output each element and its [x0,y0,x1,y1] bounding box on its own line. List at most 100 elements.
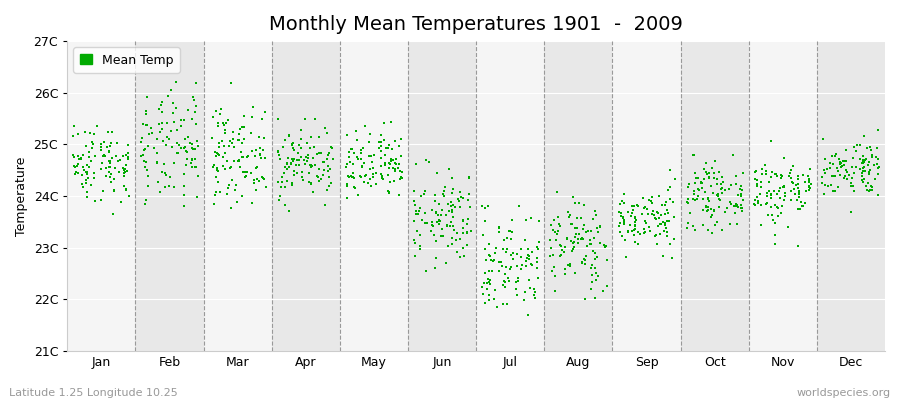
Point [105,129,120,136]
Point [282,164,296,170]
Point [617,191,632,197]
Point [301,155,315,161]
Point [621,209,635,216]
Point [215,162,230,169]
Point [844,174,859,181]
Point [232,164,247,170]
Point [75,172,89,178]
Point [777,155,791,162]
Point [589,277,603,283]
Point [355,164,369,170]
Point [238,169,252,176]
Point [662,184,677,191]
Point [68,164,82,170]
Point [224,80,238,86]
Point [726,152,741,158]
Point [235,192,249,199]
Point [251,178,266,184]
Point [356,163,370,170]
Point [841,176,855,182]
Point [374,171,388,178]
Point [660,207,674,214]
Point [764,191,778,198]
Point [219,120,233,126]
Point [658,220,672,227]
Point [704,214,718,221]
Point [257,176,272,183]
Point [99,165,113,172]
Point [767,188,781,195]
Point [439,222,454,229]
Point [428,192,442,198]
Point [521,312,535,318]
Point [491,259,506,266]
Point [190,137,204,144]
Point [227,144,241,150]
Point [847,170,861,176]
Point [825,188,840,194]
Point [770,173,784,179]
Point [446,186,460,192]
Point [106,211,121,217]
Point [393,168,408,174]
Point [694,179,708,185]
Point [544,245,558,252]
Point [295,173,310,180]
Point [456,218,471,224]
Point [574,258,589,265]
Point [796,203,810,209]
Point [121,150,135,156]
Point [664,255,679,261]
Point [447,204,462,210]
Point [475,203,490,210]
Point [394,174,409,181]
Point [134,153,148,160]
Point [478,218,492,224]
Point [862,167,877,173]
Point [385,146,400,152]
Point [408,202,422,208]
Point [735,204,750,211]
Bar [680,41,749,351]
Point [442,208,456,214]
Point [583,241,598,248]
Point [759,170,773,177]
Point [169,78,184,85]
Point [238,172,253,179]
Point [436,192,451,199]
Point [184,156,199,162]
Point [250,176,265,182]
Point [764,174,778,180]
Point [366,165,381,172]
Point [460,221,474,227]
Point [861,179,876,186]
Point [828,188,842,194]
Point [839,147,853,153]
Point [660,228,674,235]
Point [382,190,397,196]
Point [208,192,222,198]
Point [845,164,859,170]
Point [735,197,750,203]
Point [246,200,260,206]
Point [865,152,879,159]
Point [216,143,230,149]
Point [832,159,847,166]
Point [690,175,705,181]
Point [209,108,223,114]
Point [301,151,315,158]
Point [276,144,291,151]
Point [821,183,835,189]
Point [383,158,398,164]
Point [172,142,186,148]
Point [324,144,338,151]
Point [654,202,669,208]
Point [499,249,513,256]
Point [711,191,725,197]
Point [436,226,450,232]
Point [695,180,709,186]
Point [230,136,245,143]
Point [702,174,716,180]
Point [108,165,122,172]
Point [460,228,474,235]
